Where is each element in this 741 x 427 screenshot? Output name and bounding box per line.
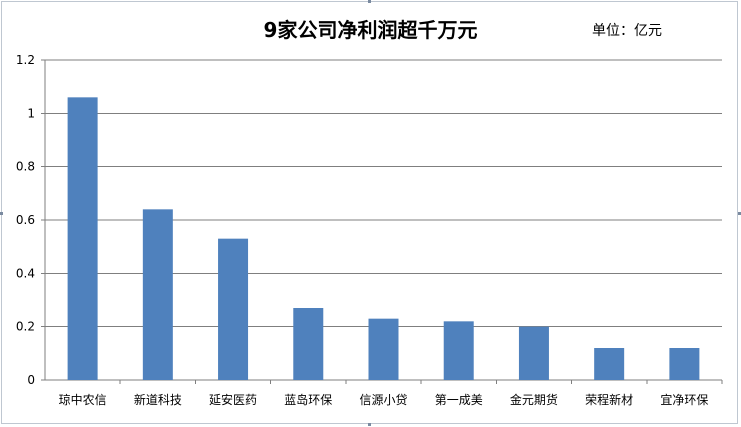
- y-tick-label: 0.6: [16, 213, 35, 227]
- bar: [67, 97, 98, 380]
- x-category-label: 宜净环保: [660, 392, 708, 407]
- bar: [368, 318, 399, 380]
- bar: [518, 326, 549, 380]
- x-category-label: 延安医药: [209, 392, 257, 407]
- x-category-label: 金元期货: [510, 392, 558, 407]
- bar: [669, 348, 700, 380]
- y-tick-label: 1.2: [16, 53, 35, 67]
- x-category-label: 第一成美: [435, 393, 483, 407]
- bar: [218, 238, 249, 380]
- bar: [594, 348, 625, 380]
- y-tick-label: 0.4: [16, 266, 35, 280]
- y-tick-label: 0.8: [16, 160, 35, 174]
- resize-handle-left[interactable]: [0, 212, 3, 215]
- bar: [293, 308, 324, 380]
- unit-label: 单位：亿元: [592, 23, 662, 39]
- x-category-label: 新道科技: [134, 392, 182, 407]
- x-category-label: 荣程新材: [585, 392, 633, 407]
- x-category-label: 蓝岛环保: [284, 392, 332, 407]
- resize-handle-bottom[interactable]: [368, 423, 371, 426]
- resize-handle-right[interactable]: [738, 212, 741, 215]
- chart-title: 9家公司净利润超千万元: [263, 18, 478, 42]
- x-category-label: 信源小贷: [359, 393, 407, 407]
- x-category-label: 琼中农信: [59, 392, 107, 407]
- bar: [142, 209, 173, 380]
- y-tick-label: 0.2: [16, 320, 35, 334]
- bar: [443, 321, 474, 380]
- resize-handle-top[interactable]: [368, 0, 371, 3]
- y-tick-label: 0: [27, 373, 35, 387]
- y-tick-label: 1: [27, 106, 35, 120]
